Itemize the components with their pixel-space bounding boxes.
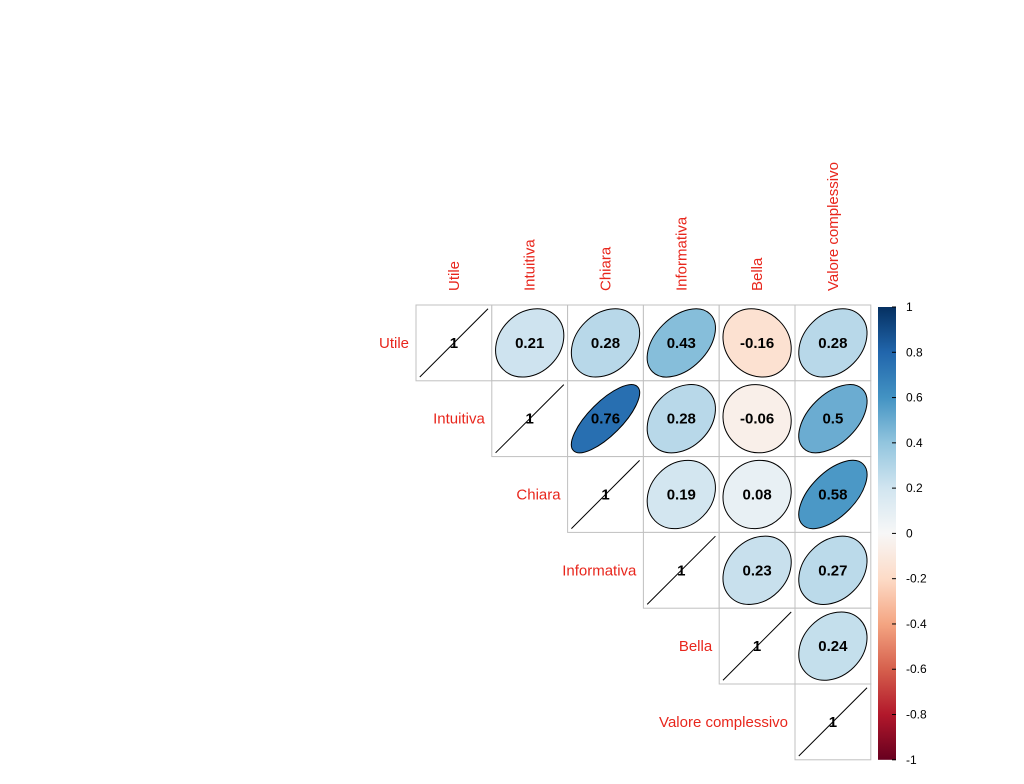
ellipse-3-4	[722, 535, 792, 605]
ellipse-4-5	[798, 611, 868, 681]
colorbar-tick-label-5: 0	[906, 526, 913, 540]
value-label-0-4: -0.16	[740, 335, 774, 352]
value-label-2-4: 0.08	[742, 487, 771, 504]
ellipse-5-5	[798, 687, 868, 757]
value-label-2-5: 0.58	[818, 487, 847, 504]
row-label-2: Chiara	[516, 487, 561, 504]
ellipse-1-2	[570, 384, 641, 454]
correlation-cells: 1 0.21 0.28 0.43 -0.16 0.28 1 0.76 0.28 -0.06 0.5 1…	[415, 304, 872, 761]
value-label-0-1: 0.21	[515, 335, 544, 352]
ellipse-3-3	[646, 535, 716, 605]
ellipse-0-2	[570, 308, 641, 378]
column-label-1: Intuitiva	[522, 239, 539, 291]
row-label-5: Valore complessivo	[659, 714, 788, 731]
value-label-1-1: 1	[526, 411, 534, 428]
colorbar-tick-label-0: 1	[906, 300, 913, 314]
value-label-2-3: 0.19	[667, 487, 696, 504]
column-label-5: Valore complessivo	[825, 162, 842, 291]
ellipse-2-3	[646, 459, 716, 530]
ellipse-3-5	[798, 535, 868, 605]
ellipse-1-1	[495, 384, 565, 454]
ellipse-0-1	[495, 308, 565, 378]
column-label-4: Bella	[749, 257, 766, 291]
colorbar-tick-label-6: -0.2	[906, 572, 927, 586]
color-legend: 1 0.8 0.6 0.4 0.2 0 -0.2 -0.4 -0.6 -0.8 -1	[878, 300, 927, 767]
colorbar-tick-label-9: -0.8	[906, 708, 927, 722]
value-label-3-3: 1	[677, 562, 685, 579]
ellipse-0-5	[798, 308, 868, 378]
value-label-1-4: -0.06	[740, 411, 774, 428]
column-labels: Utile Intuitiva Chiara Informativa Bella Valo…	[446, 162, 842, 291]
ellipse-1-3	[646, 384, 716, 454]
column-label-0: Utile	[446, 261, 463, 291]
colorbar	[878, 307, 896, 760]
value-label-2-2: 1	[601, 487, 609, 504]
row-labels: Utile Intuitiva Chiara Informativa Bella Valo…	[379, 335, 788, 731]
value-label-4-5: 0.24	[818, 638, 848, 655]
colorbar-tick-label-1: 0.8	[906, 345, 923, 359]
colorbar-tick-label-2: 0.6	[906, 391, 923, 405]
value-label-4-4: 1	[753, 638, 761, 655]
ellipse-4-4	[722, 611, 792, 681]
value-label-0-2: 0.28	[591, 335, 620, 352]
colorbar-tick-label-10: -1	[906, 753, 917, 767]
column-label-3: Informativa	[673, 216, 690, 291]
column-label-2: Chiara	[598, 246, 615, 291]
colorbar-tick-label-4: 0.2	[906, 481, 923, 495]
ellipse-1-4	[722, 384, 792, 454]
colorbar-tick-label-7: -0.4	[906, 617, 927, 631]
value-label-0-3: 0.43	[667, 335, 696, 352]
ellipse-0-0	[419, 308, 489, 378]
colorbar-ticks: 1 0.8 0.6 0.4 0.2 0 -0.2 -0.4 -0.6 -0.8 -1	[892, 300, 927, 767]
row-label-0: Utile	[379, 335, 409, 352]
value-label-3-4: 0.23	[742, 562, 771, 579]
ellipse-2-2	[571, 460, 640, 529]
ellipse-1-5	[798, 384, 868, 454]
value-label-3-5: 0.27	[818, 562, 847, 579]
value-label-5-5: 1	[829, 714, 837, 731]
colorbar-tick-label-3: 0.4	[906, 436, 923, 450]
row-label-3: Informativa	[562, 562, 637, 579]
colorbar-tick-label-8: -0.6	[906, 662, 927, 676]
value-label-0-5: 0.28	[818, 335, 847, 352]
value-label-1-5: 0.5	[822, 411, 843, 428]
value-label-1-2: 0.76	[591, 411, 620, 428]
ellipse-0-4	[722, 308, 792, 378]
value-label-0-0: 1	[450, 335, 458, 352]
row-label-1: Intuitiva	[433, 411, 485, 428]
ellipse-2-5	[798, 459, 868, 530]
row-label-4: Bella	[679, 638, 713, 655]
ellipse-2-4	[722, 459, 792, 530]
value-label-1-3: 0.28	[667, 411, 696, 428]
ellipse-0-3	[646, 308, 716, 378]
